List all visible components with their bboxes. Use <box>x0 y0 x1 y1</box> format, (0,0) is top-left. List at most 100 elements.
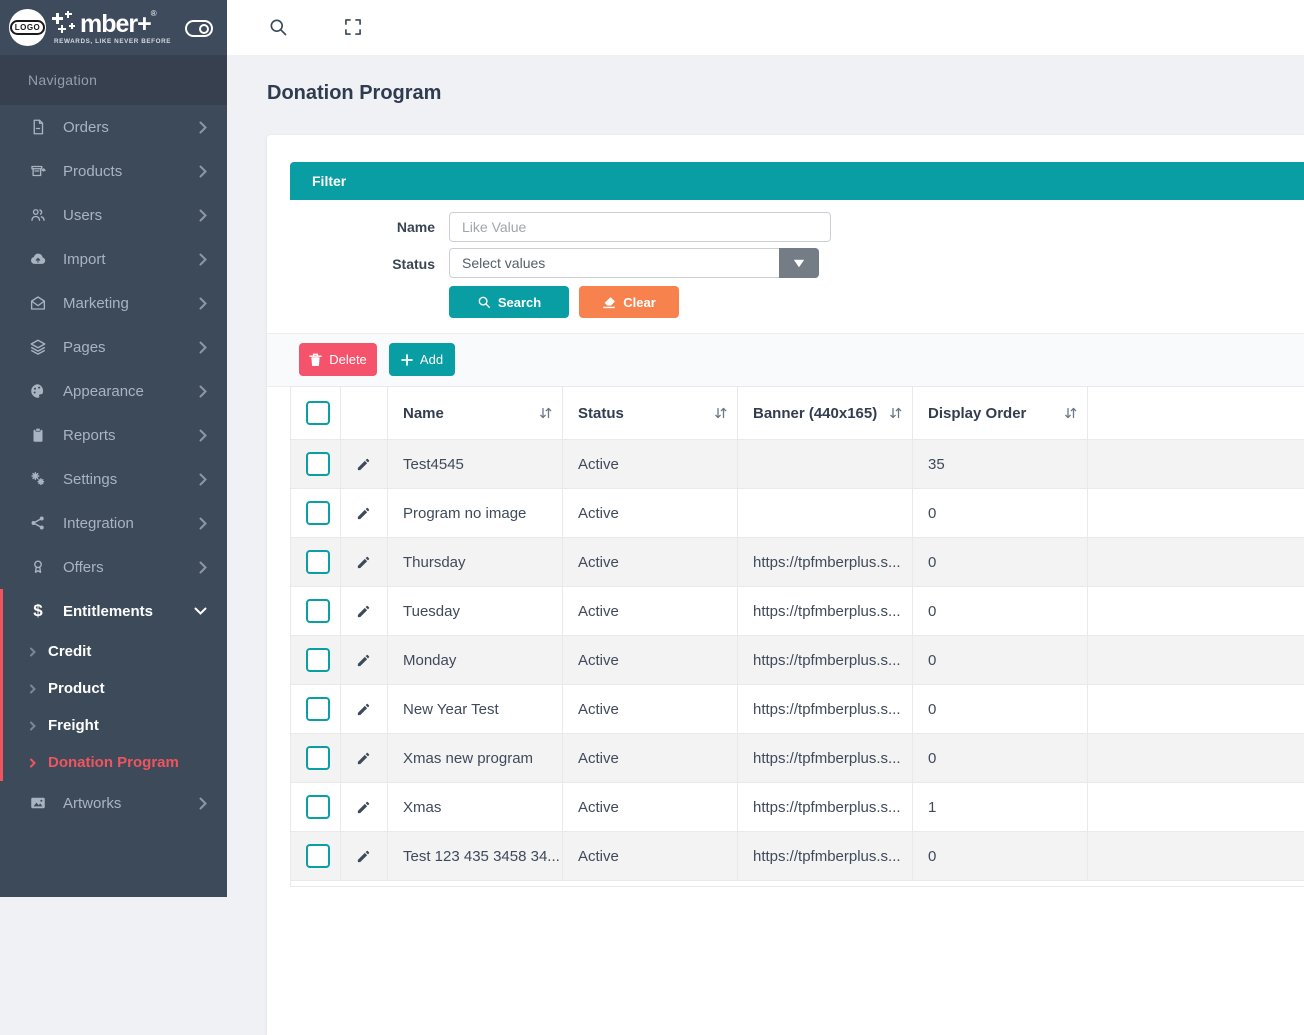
sidebar-item-appearance[interactable]: Appearance <box>0 369 227 413</box>
cell-banner: https://tpfmberplus.s... <box>738 734 913 783</box>
sidebar-subitem-donation-program[interactable]: Donation Program <box>0 744 227 781</box>
row-checkbox[interactable] <box>306 501 330 525</box>
brand-name: mber+ <box>80 11 151 37</box>
sidebar-item-pages[interactable]: Pages <box>0 325 227 369</box>
table-row: New Year Test Active https://tpfmberplus… <box>291 685 1304 734</box>
table-row: Thursday Active https://tpfmberplus.s...… <box>291 538 1304 587</box>
edit-pencil-icon[interactable] <box>356 604 371 619</box>
edit-pencil-icon[interactable] <box>356 849 371 864</box>
sidebar-item-integration[interactable]: Integration <box>0 501 227 545</box>
sidebar-item-reports[interactable]: Reports <box>0 413 227 457</box>
edit-pencil-icon[interactable] <box>356 653 371 668</box>
sidebar-item-orders[interactable]: Orders <box>0 105 227 149</box>
fullscreen-icon[interactable] <box>343 17 363 37</box>
row-checkbox[interactable] <box>306 599 330 623</box>
table-row: Program no image Active 0 <box>291 489 1304 538</box>
sort-icon[interactable] <box>889 406 902 420</box>
sort-icon[interactable] <box>1064 406 1077 420</box>
sidebar-item-products[interactable]: Products <box>0 149 227 193</box>
cell-status: Active <box>563 440 738 489</box>
cell-display-order: 1 <box>913 783 1088 832</box>
sidebar-item-users[interactable]: Users <box>0 193 227 237</box>
nav-section-label: Navigation <box>0 55 227 105</box>
sidebar-item-offers[interactable]: Offers <box>0 545 227 589</box>
content-card: Filter Name Status Select values Search … <box>267 135 1304 1035</box>
edit-pencil-icon[interactable] <box>356 800 371 815</box>
edit-pencil-icon[interactable] <box>356 457 371 472</box>
edit-pencil-icon[interactable] <box>356 506 371 521</box>
chevron-right-icon <box>30 758 36 768</box>
donation-program-table: Name Status Banner (440x165) Display Ord… <box>290 386 1304 887</box>
dollar-icon: $ <box>28 601 48 621</box>
cell-status: Active <box>563 734 738 783</box>
row-checkbox[interactable] <box>306 844 330 868</box>
edit-pencil-icon[interactable] <box>356 555 371 570</box>
row-checkbox[interactable] <box>306 452 330 476</box>
chevron-right-icon <box>199 297 207 310</box>
sidebar-subitem-freight[interactable]: Freight <box>0 707 227 744</box>
search-button[interactable]: Search <box>449 286 569 318</box>
cell-name: Monday <box>388 636 563 685</box>
name-filter-input[interactable] <box>449 212 831 242</box>
sidebar-item-artworks[interactable]: Artworks <box>0 781 227 825</box>
sidebar: LOGO mber+ ® REWARDS, LIKE NEVER BEFORE … <box>0 0 227 897</box>
cell-name: Xmas new program <box>388 734 563 783</box>
name-filter-label: Name <box>327 219 435 235</box>
cell-display-order: 0 <box>913 489 1088 538</box>
row-checkbox[interactable] <box>306 648 330 672</box>
chevron-right-icon <box>199 209 207 222</box>
table-row: Xmas new program Active https://tpfmberp… <box>291 734 1304 783</box>
sort-icon[interactable] <box>539 406 552 420</box>
chevron-right-icon <box>199 341 207 354</box>
edit-pencil-icon[interactable] <box>356 702 371 717</box>
sidebar-item-entitlements[interactable]: $ Entitlements <box>0 589 227 633</box>
palette-icon <box>28 382 48 400</box>
cell-empty <box>1088 440 1304 489</box>
sort-icon[interactable] <box>714 406 727 420</box>
edit-pencil-icon[interactable] <box>356 751 371 766</box>
cell-empty <box>1088 783 1304 832</box>
column-header-display-order[interactable]: Display Order <box>913 387 1088 440</box>
cell-banner: https://tpfmberplus.s... <box>738 783 913 832</box>
sidebar-item-settings[interactable]: Settings <box>0 457 227 501</box>
cell-status: Active <box>563 685 738 734</box>
status-filter-label: Status <box>327 256 435 272</box>
clear-button[interactable]: Clear <box>579 286 679 318</box>
row-checkbox[interactable] <box>306 746 330 770</box>
cloud-upload-icon <box>28 250 48 268</box>
sidebar-subitem-credit[interactable]: Credit <box>0 633 227 670</box>
topbar <box>227 0 1304 55</box>
trash-icon <box>309 353 322 367</box>
box-icon <box>28 162 48 180</box>
cell-empty <box>1088 832 1304 881</box>
sidebar-toggle-icon[interactable] <box>185 20 213 37</box>
sidebar-item-import[interactable]: Import <box>0 237 227 281</box>
cell-status: Active <box>563 587 738 636</box>
sidebar-subitem-product[interactable]: Product <box>0 670 227 707</box>
row-checkbox[interactable] <box>306 697 330 721</box>
column-header-banner[interactable]: Banner (440x165) <box>738 387 913 440</box>
column-header-status[interactable]: Status <box>563 387 738 440</box>
cell-name: Test4545 <box>388 440 563 489</box>
cell-banner: https://tpfmberplus.s... <box>738 587 913 636</box>
search-icon[interactable] <box>268 17 288 37</box>
status-filter-select[interactable]: Select values <box>449 248 819 278</box>
chevron-right-icon <box>199 385 207 398</box>
row-checkbox[interactable] <box>306 550 330 574</box>
sidebar-nav: Orders Products Users Import Marketing P… <box>0 105 227 825</box>
cell-status: Active <box>563 489 738 538</box>
select-dropdown-button[interactable] <box>779 248 819 278</box>
cell-status: Active <box>563 783 738 832</box>
cell-empty <box>1088 587 1304 636</box>
cell-name: Program no image <box>388 489 563 538</box>
select-all-checkbox[interactable] <box>306 401 330 425</box>
sidebar-item-marketing[interactable]: Marketing <box>0 281 227 325</box>
add-button[interactable]: Add <box>389 343 455 376</box>
brand-logo[interactable]: LOGO mber+ ® REWARDS, LIKE NEVER BEFORE <box>0 0 227 55</box>
logo-badge-text: LOGO <box>10 20 46 35</box>
active-section-stripe <box>0 589 3 781</box>
row-checkbox[interactable] <box>306 795 330 819</box>
column-header-name[interactable]: Name <box>388 387 563 440</box>
chevron-right-icon <box>199 473 207 486</box>
delete-button[interactable]: Delete <box>299 343 377 376</box>
